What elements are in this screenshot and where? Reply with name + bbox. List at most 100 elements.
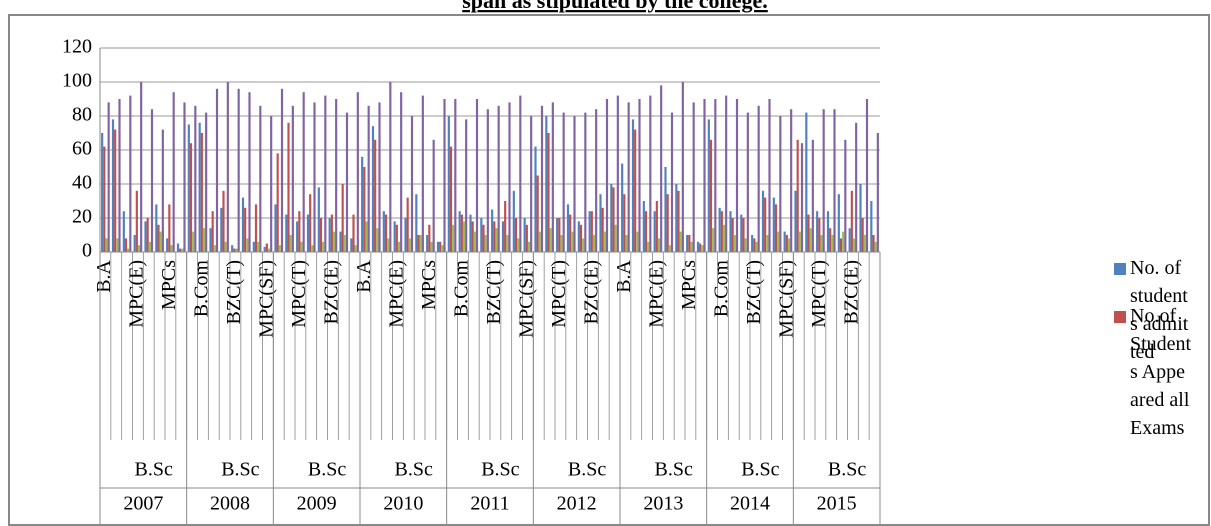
bar bbox=[649, 95, 652, 252]
x-tick-label: MPC(T) bbox=[808, 260, 830, 328]
bar bbox=[187, 124, 190, 252]
bar bbox=[753, 238, 756, 252]
bar bbox=[393, 221, 396, 252]
bar bbox=[382, 211, 385, 252]
bar bbox=[807, 214, 810, 252]
bar bbox=[484, 235, 487, 252]
bar bbox=[127, 248, 130, 252]
bar bbox=[610, 184, 613, 252]
bar bbox=[241, 197, 245, 252]
bar bbox=[285, 214, 288, 252]
bar bbox=[523, 218, 526, 252]
legend-label: No.of Students Appeared all Exams bbox=[1130, 305, 1192, 439]
bar bbox=[378, 102, 381, 253]
bar bbox=[870, 201, 873, 252]
bar bbox=[850, 190, 853, 252]
bar bbox=[794, 190, 797, 252]
year-label: 2009 bbox=[297, 493, 337, 515]
bar bbox=[714, 99, 717, 252]
bar bbox=[274, 204, 277, 252]
bar bbox=[777, 231, 780, 252]
bar bbox=[517, 238, 520, 252]
year-label: 2012 bbox=[557, 493, 597, 515]
bar bbox=[296, 221, 299, 252]
bar bbox=[744, 238, 747, 252]
bar bbox=[480, 218, 483, 252]
bar bbox=[209, 228, 212, 252]
year-label: 2008 bbox=[210, 493, 250, 515]
bar bbox=[495, 228, 498, 252]
bar bbox=[226, 82, 229, 252]
bar bbox=[248, 92, 251, 252]
bar bbox=[105, 238, 108, 252]
bar bbox=[612, 187, 615, 252]
x-tick-label: BZC(E) bbox=[841, 260, 863, 324]
bar bbox=[642, 201, 645, 252]
bar bbox=[473, 231, 476, 252]
bar bbox=[599, 194, 602, 252]
bar bbox=[660, 85, 663, 253]
year-label: 2014 bbox=[730, 493, 770, 515]
bar bbox=[603, 231, 606, 252]
bar bbox=[625, 235, 628, 252]
x-tick-label: MPC(T) bbox=[548, 260, 570, 328]
bar bbox=[309, 194, 312, 252]
bar bbox=[506, 235, 509, 252]
bar bbox=[493, 221, 496, 252]
bar bbox=[354, 245, 357, 252]
bar bbox=[387, 238, 390, 252]
chart-border bbox=[8, 14, 1210, 526]
bar bbox=[798, 231, 801, 252]
bar bbox=[428, 224, 431, 252]
bar bbox=[135, 190, 138, 252]
bar bbox=[664, 167, 667, 252]
bar bbox=[122, 211, 125, 252]
bar bbox=[441, 245, 444, 252]
bar bbox=[302, 92, 305, 252]
bar bbox=[458, 211, 461, 252]
bar bbox=[150, 109, 154, 252]
bar bbox=[363, 167, 366, 252]
bar bbox=[623, 194, 626, 252]
bar bbox=[449, 146, 453, 252]
bar bbox=[874, 241, 877, 252]
bar bbox=[772, 197, 775, 252]
bar bbox=[395, 224, 398, 252]
bar bbox=[638, 99, 641, 252]
bar bbox=[735, 99, 739, 252]
bar bbox=[703, 99, 706, 252]
bar bbox=[822, 109, 825, 252]
y-tick-label: 80 bbox=[72, 104, 92, 126]
bar bbox=[826, 211, 830, 252]
bar bbox=[194, 105, 197, 252]
bar bbox=[592, 235, 596, 252]
bar bbox=[339, 231, 342, 252]
bar bbox=[265, 243, 268, 252]
bar bbox=[571, 231, 574, 252]
bar bbox=[699, 243, 702, 252]
bar bbox=[573, 116, 576, 252]
bar bbox=[322, 241, 325, 252]
group-label: B.Sc bbox=[308, 459, 346, 481]
bar bbox=[525, 224, 528, 252]
bar bbox=[291, 105, 294, 252]
bar bbox=[675, 184, 678, 252]
bar bbox=[161, 129, 164, 252]
year-label: 2011 bbox=[470, 493, 509, 515]
bar bbox=[720, 211, 723, 252]
bar bbox=[335, 99, 338, 252]
bar bbox=[790, 109, 793, 252]
x-tick-label: B.Com bbox=[451, 260, 473, 318]
bar bbox=[410, 116, 414, 252]
bar bbox=[408, 238, 411, 252]
y-tick-label: 40 bbox=[72, 172, 92, 194]
bar bbox=[701, 245, 704, 252]
bar bbox=[170, 245, 173, 252]
bar bbox=[157, 224, 160, 252]
group-label: B.Sc bbox=[395, 459, 433, 481]
bar bbox=[783, 231, 786, 252]
bar bbox=[460, 214, 463, 252]
bar bbox=[343, 235, 346, 252]
x-tick-label: MPCs bbox=[158, 260, 180, 310]
